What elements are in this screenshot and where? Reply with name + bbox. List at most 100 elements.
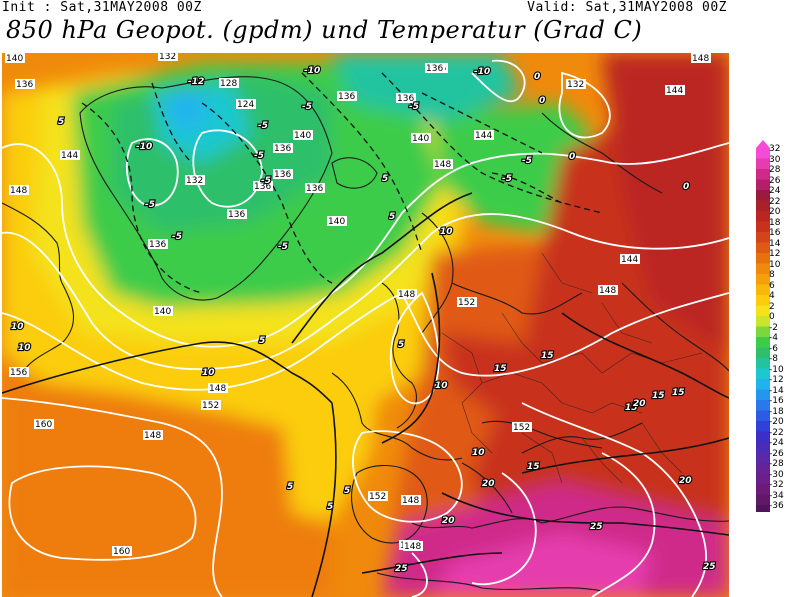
geopotential-label-bg [273,143,293,153]
temperature-label: 20 [633,399,646,409]
colorbar-label: 14 [769,238,781,249]
colorbar-label: 10 [769,259,781,270]
geopotential-label: 132 [567,80,584,90]
temperature-label: 0 [534,72,540,82]
colorbar-label: 12 [769,249,781,259]
temperature-label: 15 [527,462,540,472]
colorbar-label: -18 [769,406,784,417]
geopotential-label-bg [201,400,221,410]
temperature-label: 10 [472,448,485,458]
colorbar-swatch [756,463,770,474]
colorbar-swatch [756,179,770,191]
colorbar-swatch [756,274,770,285]
geopotential-label-bg [208,383,228,393]
geopotential-label: 136 [397,94,414,104]
geopotential-label-bg [665,85,685,95]
colorbar-label: 30 [769,154,781,165]
geopotential-label-bg [293,130,313,140]
geopotential-label-bg [327,216,347,226]
geopotential-label-bg [457,297,477,307]
colorbar-label: -2 [769,322,778,333]
colorbar-swatch [756,442,770,453]
colorbar-label: -34 [769,490,784,501]
colorbar-label: -32 [769,480,784,490]
geopotential-label: 160 [35,420,52,430]
colorbar-swatch [756,400,770,411]
temperature-label: 20 [679,476,692,486]
temperature-label: 5 [398,340,404,350]
geopotential-label: 132 [159,53,176,62]
temperature-label: -12 [188,77,204,87]
colorbar-swatch [756,431,770,443]
temperature-label: 10 [11,322,24,332]
colorbar-label: -8 [769,354,778,364]
temperature-label: 15 [652,391,665,401]
geopotential-label: 152 [513,423,530,433]
colorbar-swatch [756,326,770,338]
temperature-colorbar [756,140,770,524]
temperature-label: 15 [625,403,638,413]
colorbar-swatch [756,148,770,159]
geopotential-label: 148 [402,496,419,506]
colorbar-label: 24 [769,186,781,196]
geopotential-label: 136 [274,170,291,180]
colorbar-swatch [756,253,770,264]
geopotential-label-bg [5,53,25,63]
colorbar-swatch [756,379,770,390]
geopotential-label: 124 [237,100,254,110]
temperature-label: 15 [541,351,554,361]
geopotential-label: 160 [113,547,130,557]
geopotential-label-bg [566,79,586,89]
geopotential-label-bg [34,419,54,429]
geopotential-label: 136 [426,64,443,74]
colorbar-label: 8 [769,270,775,280]
geopotential-label-bg [433,159,453,169]
geopotential-label-bg [337,91,357,101]
colorbar-swatch [756,358,770,369]
temperature-label: 10 [435,381,448,391]
colorbar-label: -30 [769,469,784,480]
temperature-label: 20 [442,516,455,526]
geopotential-label-bg [148,239,168,249]
geopotential-label: 148 [144,431,161,441]
geopotential-label: 136 [149,240,166,250]
temperature-label: 15 [494,364,507,374]
temperature-label: 20 [482,479,495,489]
colorbar-label: 6 [769,280,775,291]
colorbar-label: -12 [769,375,784,385]
colorbar-label: -14 [769,385,784,396]
temperature-label: 10 [202,368,215,378]
geopotential-label-bg [9,367,29,377]
geopotential-label-bg [512,422,532,432]
temperature-label: 5 [344,486,350,496]
colorbar-swatch [756,452,770,464]
geopotential-label: 136 [274,144,291,154]
geopotential-label-bg [219,78,239,88]
colorbar-top-arrow [756,140,770,148]
colorbar-label: -24 [769,438,784,448]
temperature-label: -10 [136,142,152,152]
colorbar-label: -6 [769,343,778,354]
temperature-label: -5 [409,102,419,112]
geopotential-label: 144 [61,151,78,161]
colorbar-swatch [756,484,770,495]
temperature-label: 5 [389,212,395,222]
colorbar-label: -22 [769,427,784,438]
geopotential-label-bg [9,185,29,195]
temperature-label: -5 [254,151,264,161]
geopotential-label-bg [598,285,618,295]
temperature-label: -5 [522,156,532,166]
chart-title: 850 hPa Geopot. (gpdm) und Temperatur (G… [6,16,643,44]
geopotential-label: 148 [692,54,709,64]
temperature-label: -5 [145,200,155,210]
temperature-label: 25 [590,522,603,532]
colorbar-swatch [756,305,770,317]
geopotential-label: 140 [6,54,23,64]
valid-time-label: Valid: Sat,31MAY2008 00Z [527,0,727,15]
geopotential-label-bg [691,53,711,63]
geopotential-label: 140 [328,217,345,227]
geopotential-label: 148 [209,384,226,394]
colorbar-swatch [756,337,770,348]
geopotential-label: 136 [338,92,355,102]
temperature-label: 5 [327,502,333,512]
